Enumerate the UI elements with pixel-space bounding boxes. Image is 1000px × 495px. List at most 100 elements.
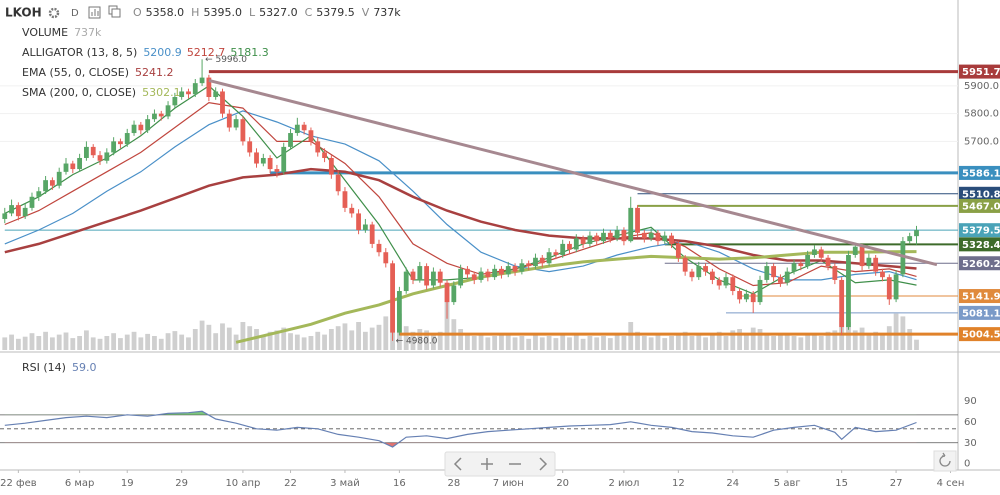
- candle-body: [846, 254, 851, 328]
- volume-bar: [22, 336, 28, 350]
- candle-body: [172, 97, 178, 106]
- interval[interactable]: D: [71, 8, 79, 19]
- volume-bar: [458, 329, 464, 350]
- level-label-bg: [959, 198, 1000, 213]
- x-tick-label: 6 мар: [65, 478, 95, 489]
- volume-bar: [859, 327, 865, 350]
- rsi-pane: [0, 410, 958, 448]
- candle-body: [580, 238, 586, 244]
- candle-body: [716, 279, 722, 286]
- candle-body: [567, 243, 572, 250]
- volume-bar: [893, 313, 899, 350]
- settings-icon[interactable]: [48, 7, 60, 19]
- volume-bar: [152, 336, 157, 350]
- volume-bar: [233, 334, 239, 350]
- volume-bar: [764, 333, 770, 350]
- volume-bar: [362, 331, 368, 350]
- volume-bar: [84, 330, 89, 350]
- indicators-icon[interactable]: [88, 6, 101, 19]
- reset-button[interactable]: [933, 450, 957, 472]
- candle-body: [383, 252, 389, 264]
- x-tick-label: 24: [726, 478, 739, 489]
- legend-name: VOLUME: [22, 26, 68, 39]
- candle-body: [723, 277, 729, 286]
- volume-bar: [36, 336, 42, 350]
- candle-body: [886, 277, 892, 300]
- volume-bar: [526, 338, 532, 350]
- candle-body: [478, 271, 484, 280]
- volume-bar: [594, 337, 600, 350]
- volume-bar: [757, 329, 763, 350]
- candle-body: [492, 268, 498, 278]
- candle-body: [805, 254, 811, 267]
- volume-bar: [335, 326, 341, 350]
- candle-body: [669, 235, 674, 244]
- scroll-left-button[interactable]: [453, 457, 462, 471]
- candle-body: [192, 83, 198, 95]
- volume-bar: [328, 329, 334, 350]
- level-label: 5510.8: [962, 189, 1000, 200]
- candle-body: [22, 207, 28, 217]
- candle-body: [254, 152, 259, 164]
- candle-body: [859, 246, 865, 267]
- compare-icon[interactable]: [108, 5, 121, 18]
- candle-body: [274, 169, 280, 172]
- candle-body: [451, 285, 457, 303]
- volume-bar: [56, 334, 62, 350]
- scroll-right-button[interactable]: [539, 457, 548, 471]
- level-label-bg: [959, 186, 1000, 201]
- volume-bar: [832, 330, 838, 350]
- volume-bar: [206, 324, 212, 350]
- indicator-line: [4, 167, 917, 270]
- candle-body: [124, 133, 130, 145]
- volume-bar: [288, 333, 293, 350]
- candle-body: [771, 266, 777, 278]
- volume-bar: [131, 331, 137, 350]
- candle-body: [165, 105, 171, 117]
- candle-body: [635, 207, 640, 233]
- level-label-bg: [959, 237, 1000, 252]
- volume-bar: [873, 331, 879, 350]
- candle-body: [111, 141, 117, 153]
- candle-body: [539, 257, 545, 264]
- candle-body: [839, 279, 845, 328]
- volume-bar: [519, 336, 525, 350]
- volume-bar: [478, 333, 484, 350]
- volume-bar: [15, 338, 21, 350]
- candle-body: [301, 124, 307, 131]
- candle-body: [56, 171, 62, 186]
- candle-body: [322, 152, 327, 158]
- volume-bar: [587, 336, 593, 350]
- candle-body: [240, 119, 246, 142]
- candle-body: [743, 293, 749, 300]
- volume-bar: [601, 336, 606, 350]
- indicator-line: [235, 250, 917, 344]
- legend-value: 737k: [74, 26, 102, 39]
- x-tick-label: 20: [556, 478, 569, 489]
- candle-body: [260, 157, 266, 164]
- volume-bar: [29, 333, 35, 350]
- zoom-in-button[interactable]: [481, 458, 493, 470]
- x-tick-label: 7 июн: [493, 478, 524, 489]
- legend-value: 5200.9: [143, 46, 182, 59]
- volume-bar: [322, 334, 327, 350]
- candle-body: [533, 257, 538, 267]
- candle-body: [873, 257, 879, 272]
- legend-value: 5241.2: [135, 66, 174, 79]
- ohlc-value: 5358.0: [146, 6, 185, 19]
- volume-bar: [70, 338, 76, 350]
- volume-bar: [798, 337, 804, 350]
- volume-bar: [301, 337, 307, 350]
- price-annotation: ← 5996.0: [205, 55, 247, 65]
- candle-body: [308, 130, 314, 142]
- candle-body: [281, 146, 287, 172]
- candle-body: [907, 236, 913, 242]
- volume-bar: [723, 336, 729, 350]
- candle-body: [709, 271, 715, 280]
- controls-box: [444, 451, 556, 477]
- volume-bar: [485, 337, 491, 350]
- rsi-tick-label: 60: [964, 417, 977, 428]
- volume-bar: [403, 326, 409, 350]
- volume-bar: [437, 331, 443, 350]
- candle-body: [628, 207, 634, 242]
